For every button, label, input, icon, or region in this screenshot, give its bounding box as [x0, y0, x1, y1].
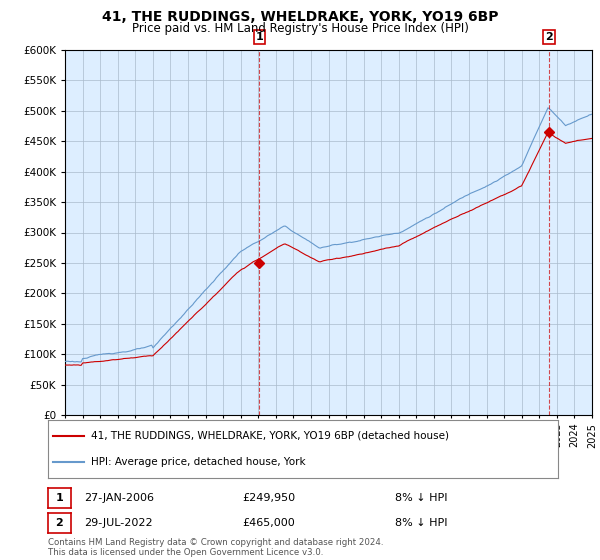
Text: 8% ↓ HPI: 8% ↓ HPI	[395, 518, 448, 528]
Text: £249,950: £249,950	[242, 493, 295, 503]
Text: 1: 1	[256, 32, 263, 42]
Text: Price paid vs. HM Land Registry's House Price Index (HPI): Price paid vs. HM Land Registry's House …	[131, 22, 469, 35]
Text: Contains HM Land Registry data © Crown copyright and database right 2024.
This d: Contains HM Land Registry data © Crown c…	[48, 538, 383, 557]
Text: 2: 2	[545, 32, 553, 42]
Text: 1: 1	[56, 493, 63, 503]
Text: 27-JAN-2006: 27-JAN-2006	[84, 493, 154, 503]
Text: 41, THE RUDDINGS, WHELDRAKE, YORK, YO19 6BP: 41, THE RUDDINGS, WHELDRAKE, YORK, YO19 …	[102, 10, 498, 24]
Text: 8% ↓ HPI: 8% ↓ HPI	[395, 493, 448, 503]
Text: 41, THE RUDDINGS, WHELDRAKE, YORK, YO19 6BP (detached house): 41, THE RUDDINGS, WHELDRAKE, YORK, YO19 …	[91, 431, 449, 441]
Text: 29-JUL-2022: 29-JUL-2022	[84, 518, 152, 528]
Text: 2: 2	[56, 518, 63, 528]
Text: HPI: Average price, detached house, York: HPI: Average price, detached house, York	[91, 458, 306, 468]
Text: £465,000: £465,000	[242, 518, 295, 528]
